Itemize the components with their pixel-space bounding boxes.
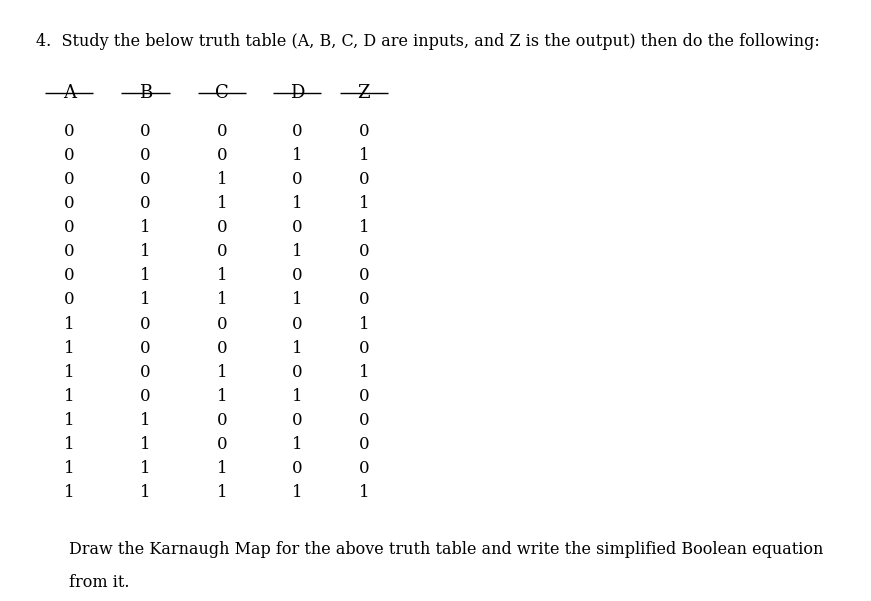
Text: 1: 1: [140, 243, 151, 260]
Text: 0: 0: [64, 291, 74, 308]
Text: 0: 0: [140, 340, 151, 356]
Text: 0: 0: [292, 316, 302, 332]
Text: 1: 1: [64, 316, 74, 332]
Text: 1: 1: [292, 484, 302, 501]
Text: 1: 1: [217, 195, 227, 212]
Text: 1: 1: [292, 291, 302, 308]
Text: B: B: [138, 84, 152, 102]
Text: 1: 1: [64, 388, 74, 404]
Text: 0: 0: [359, 123, 369, 140]
Text: 1: 1: [64, 340, 74, 356]
Text: 1: 1: [359, 147, 369, 164]
Text: 0: 0: [140, 147, 151, 164]
Text: 0: 0: [64, 171, 74, 188]
Text: D: D: [290, 84, 304, 102]
Text: 1: 1: [140, 267, 151, 284]
Text: 0: 0: [217, 412, 227, 429]
Text: 1: 1: [140, 219, 151, 236]
Text: 1: 1: [140, 291, 151, 308]
Text: 1: 1: [64, 412, 74, 429]
Text: 1: 1: [292, 340, 302, 356]
Text: from it.: from it.: [69, 574, 130, 591]
Text: 0: 0: [217, 147, 227, 164]
Text: 0: 0: [359, 267, 369, 284]
Text: 1: 1: [140, 484, 151, 501]
Text: 0: 0: [140, 123, 151, 140]
Text: 0: 0: [292, 460, 302, 477]
Text: 1: 1: [140, 460, 151, 477]
Text: 1: 1: [292, 195, 302, 212]
Text: 0: 0: [64, 147, 74, 164]
Text: 1: 1: [217, 171, 227, 188]
Text: A: A: [63, 84, 76, 102]
Text: 0: 0: [359, 340, 369, 356]
Text: 0: 0: [359, 412, 369, 429]
Text: 0: 0: [359, 436, 369, 453]
Text: 0: 0: [217, 340, 227, 356]
Text: 0: 0: [140, 388, 151, 404]
Text: 1: 1: [217, 364, 227, 380]
Text: 1: 1: [217, 484, 227, 501]
Text: 0: 0: [140, 316, 151, 332]
Text: 0: 0: [64, 243, 74, 260]
Text: 1: 1: [217, 460, 227, 477]
Text: 1: 1: [292, 436, 302, 453]
Text: 0: 0: [64, 219, 74, 236]
Text: 1: 1: [292, 388, 302, 404]
Text: 1: 1: [64, 460, 74, 477]
Text: 0: 0: [140, 195, 151, 212]
Text: 1: 1: [217, 388, 227, 404]
Text: 1: 1: [359, 484, 369, 501]
Text: Z: Z: [357, 84, 370, 102]
Text: 0: 0: [292, 267, 302, 284]
Text: 0: 0: [217, 219, 227, 236]
Text: 0: 0: [359, 171, 369, 188]
Text: 0: 0: [292, 412, 302, 429]
Text: 0: 0: [292, 364, 302, 380]
Text: 0: 0: [64, 195, 74, 212]
Text: 1: 1: [292, 243, 302, 260]
Text: C: C: [215, 84, 229, 102]
Text: 0: 0: [140, 364, 151, 380]
Text: 1: 1: [217, 291, 227, 308]
Text: 1: 1: [140, 436, 151, 453]
Text: 1: 1: [359, 316, 369, 332]
Text: 0: 0: [217, 436, 227, 453]
Text: 0: 0: [359, 243, 369, 260]
Text: 0: 0: [359, 460, 369, 477]
Text: 0: 0: [292, 123, 302, 140]
Text: 0: 0: [217, 316, 227, 332]
Text: 0: 0: [64, 123, 74, 140]
Text: 1: 1: [64, 436, 74, 453]
Text: 0: 0: [359, 388, 369, 404]
Text: 1: 1: [217, 267, 227, 284]
Text: 1: 1: [64, 484, 74, 501]
Text: 1: 1: [140, 412, 151, 429]
Text: 1: 1: [292, 147, 302, 164]
Text: 4.  Study the below truth table (A, B, C, D are inputs, and Z is the output) the: 4. Study the below truth table (A, B, C,…: [37, 33, 820, 50]
Text: 1: 1: [64, 364, 74, 380]
Text: 0: 0: [292, 171, 302, 188]
Text: 0: 0: [292, 219, 302, 236]
Text: 0: 0: [64, 267, 74, 284]
Text: 1: 1: [359, 219, 369, 236]
Text: 0: 0: [359, 291, 369, 308]
Text: 0: 0: [217, 243, 227, 260]
Text: 1: 1: [359, 195, 369, 212]
Text: 1: 1: [359, 364, 369, 380]
Text: 0: 0: [140, 171, 151, 188]
Text: 0: 0: [217, 123, 227, 140]
Text: Draw the Karnaugh Map for the above truth table and write the simplified Boolean: Draw the Karnaugh Map for the above trut…: [69, 541, 823, 558]
